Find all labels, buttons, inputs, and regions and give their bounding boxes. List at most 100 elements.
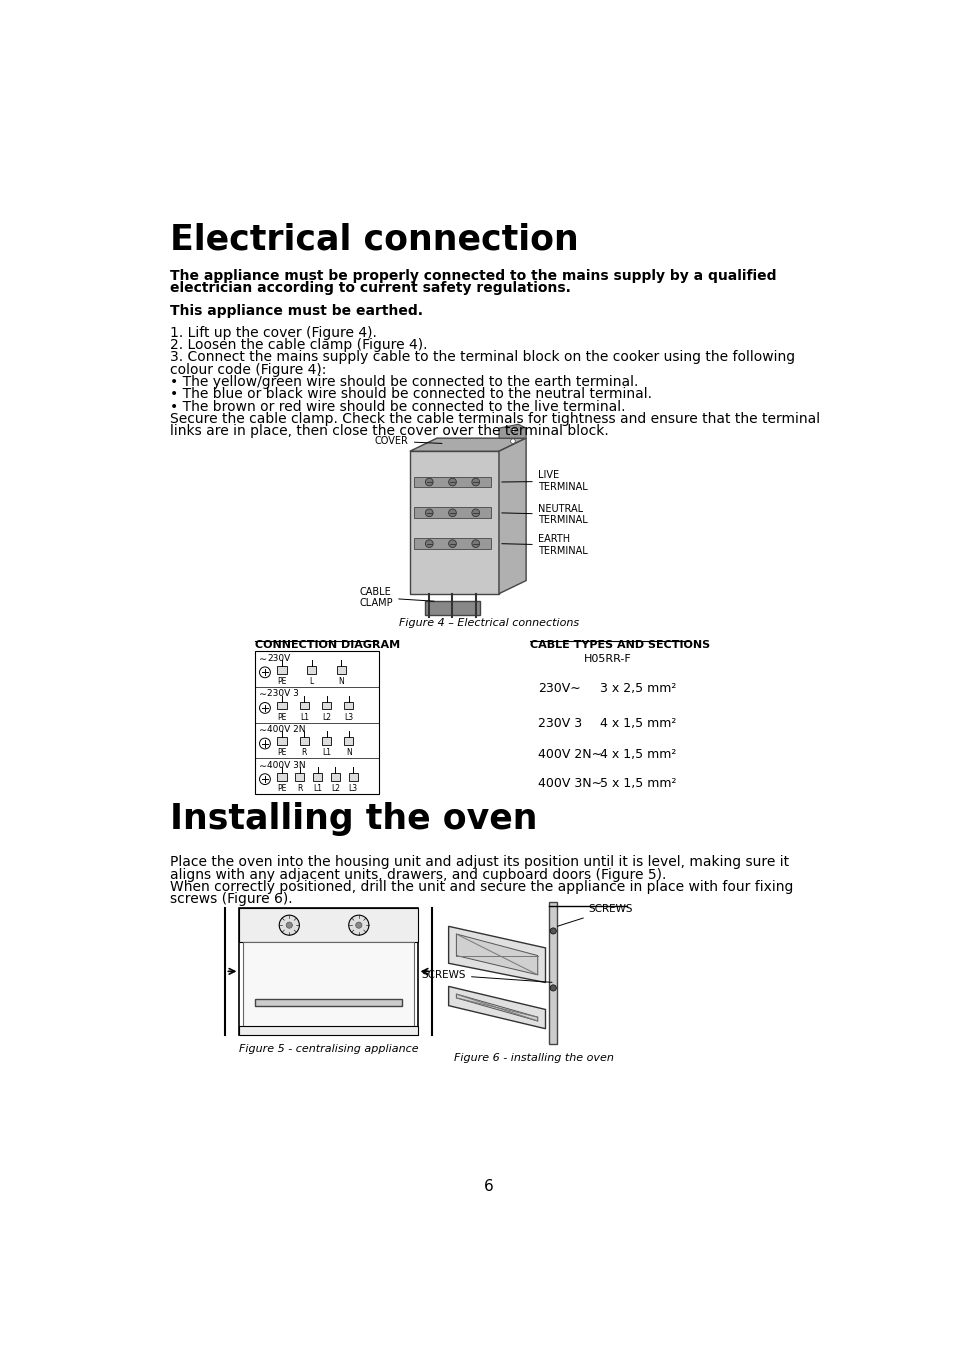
Text: N: N xyxy=(346,749,352,757)
Polygon shape xyxy=(448,986,545,1029)
Text: R: R xyxy=(301,749,307,757)
Text: 4 x 1,5 mm²: 4 x 1,5 mm² xyxy=(599,716,676,730)
Circle shape xyxy=(425,540,433,547)
Text: Secure the cable clamp. Check the cable terminals for tightness and ensure that : Secure the cable clamp. Check the cable … xyxy=(170,412,819,427)
Text: EARTH
TERMINAL: EARTH TERMINAL xyxy=(501,535,587,556)
Text: • The blue or black wire should be connected to the neutral terminal.: • The blue or black wire should be conne… xyxy=(170,387,651,401)
Bar xyxy=(299,701,309,709)
Text: L3: L3 xyxy=(344,712,353,722)
Text: 1. Lift up the cover (Figure 4).: 1. Lift up the cover (Figure 4). xyxy=(170,326,376,340)
Text: CONNECTION DIAGRAM: CONNECTION DIAGRAM xyxy=(254,640,399,650)
Text: L1: L1 xyxy=(313,784,322,793)
Text: 230V 3: 230V 3 xyxy=(267,689,299,699)
Text: links are in place, then close the cover over the terminal block.: links are in place, then close the cover… xyxy=(170,424,608,439)
Bar xyxy=(277,773,286,781)
Bar xyxy=(410,451,498,593)
Text: L: L xyxy=(310,677,314,686)
Circle shape xyxy=(286,922,292,929)
Circle shape xyxy=(425,478,433,486)
Bar xyxy=(277,666,286,674)
Bar xyxy=(425,601,479,615)
Circle shape xyxy=(259,703,270,714)
Text: ∼: ∼ xyxy=(258,689,267,700)
Bar xyxy=(254,651,378,793)
Text: 3 x 2,5 mm²: 3 x 2,5 mm² xyxy=(599,682,676,695)
Bar xyxy=(307,666,316,674)
Bar xyxy=(277,738,286,745)
Bar xyxy=(414,477,491,487)
Text: • The yellow/green wire should be connected to the earth terminal.: • The yellow/green wire should be connec… xyxy=(170,375,638,389)
Text: CABLE
CLAMP: CABLE CLAMP xyxy=(359,586,434,608)
Text: L1: L1 xyxy=(322,749,331,757)
Polygon shape xyxy=(410,439,525,451)
Text: The appliance must be properly connected to the mains supply by a qualified: The appliance must be properly connected… xyxy=(170,268,776,283)
Text: PE: PE xyxy=(277,784,287,793)
Text: 3. Connect the mains supply cable to the terminal block on the cooker using the : 3. Connect the mains supply cable to the… xyxy=(170,351,794,364)
Text: SCREWS: SCREWS xyxy=(421,969,552,983)
Text: PE: PE xyxy=(277,712,287,722)
Text: ∼: ∼ xyxy=(258,654,267,663)
Bar xyxy=(414,508,491,519)
Text: L1: L1 xyxy=(299,712,309,722)
Bar xyxy=(344,738,354,745)
Circle shape xyxy=(550,984,556,991)
Text: • The brown or red wire should be connected to the live terminal.: • The brown or red wire should be connec… xyxy=(170,399,624,413)
Text: electrician according to current safety regulations.: electrician according to current safety … xyxy=(170,282,570,295)
Bar xyxy=(313,773,322,781)
Text: 400V 2N∼: 400V 2N∼ xyxy=(537,747,601,761)
Text: H05RR-F: H05RR-F xyxy=(583,654,631,663)
Text: N: N xyxy=(338,677,344,686)
Polygon shape xyxy=(448,926,545,983)
Text: 400V 2N: 400V 2N xyxy=(267,724,306,734)
Text: 4 x 1,5 mm²: 4 x 1,5 mm² xyxy=(599,747,676,761)
Bar xyxy=(243,942,414,1030)
Text: ∼: ∼ xyxy=(258,724,267,735)
Circle shape xyxy=(355,922,361,929)
Text: L3: L3 xyxy=(349,784,357,793)
Bar xyxy=(549,902,557,1044)
Text: 2. Loosen the cable clamp (Figure 4).: 2. Loosen the cable clamp (Figure 4). xyxy=(170,338,427,352)
Bar xyxy=(414,539,491,548)
Circle shape xyxy=(472,478,479,486)
Bar xyxy=(239,907,417,942)
Bar xyxy=(277,701,286,709)
Text: 400V 3N∼: 400V 3N∼ xyxy=(537,777,601,789)
Circle shape xyxy=(510,439,515,444)
Circle shape xyxy=(472,509,479,517)
Bar xyxy=(344,701,354,709)
Text: SCREWS: SCREWS xyxy=(557,904,632,926)
Bar xyxy=(239,1025,417,1034)
Polygon shape xyxy=(498,424,525,439)
Text: 230V 3: 230V 3 xyxy=(537,716,581,730)
Bar xyxy=(331,773,340,781)
Text: Installing the oven: Installing the oven xyxy=(170,802,537,835)
Circle shape xyxy=(448,478,456,486)
Text: COVER: COVER xyxy=(375,436,441,447)
Text: This appliance must be earthed.: This appliance must be earthed. xyxy=(170,305,422,318)
Bar xyxy=(294,773,304,781)
Text: ∼: ∼ xyxy=(258,761,267,770)
Text: colour code (Figure 4):: colour code (Figure 4): xyxy=(170,363,326,376)
Text: CABLE TYPES AND SECTIONS: CABLE TYPES AND SECTIONS xyxy=(530,640,709,650)
Circle shape xyxy=(448,540,456,547)
Text: screws (Figure 6).: screws (Figure 6). xyxy=(170,892,292,906)
Text: Figure 5 - centralising appliance: Figure 5 - centralising appliance xyxy=(238,1044,417,1055)
Text: PE: PE xyxy=(277,749,287,757)
Text: 6: 6 xyxy=(483,1179,494,1194)
Text: R: R xyxy=(296,784,302,793)
Circle shape xyxy=(259,773,270,784)
Text: aligns with any adjacent units, drawers, and cupboard doors (Figure 5).: aligns with any adjacent units, drawers,… xyxy=(170,868,665,881)
Text: When correctly positioned, drill the unit and secure the appliance in place with: When correctly positioned, drill the uni… xyxy=(170,880,792,894)
Circle shape xyxy=(510,428,515,433)
Polygon shape xyxy=(456,934,537,975)
Polygon shape xyxy=(456,994,537,1021)
Circle shape xyxy=(448,509,456,517)
Circle shape xyxy=(259,668,270,678)
Text: LIVE
TERMINAL: LIVE TERMINAL xyxy=(501,470,587,492)
Text: PE: PE xyxy=(277,677,287,686)
Text: 5 x 1,5 mm²: 5 x 1,5 mm² xyxy=(599,777,676,789)
Text: NEUTRAL
TERMINAL: NEUTRAL TERMINAL xyxy=(501,504,587,525)
Text: Figure 4 – Electrical connections: Figure 4 – Electrical connections xyxy=(398,619,578,628)
Text: Place the oven into the housing unit and adjust its position until it is level, : Place the oven into the housing unit and… xyxy=(170,856,788,869)
Bar xyxy=(299,738,309,745)
